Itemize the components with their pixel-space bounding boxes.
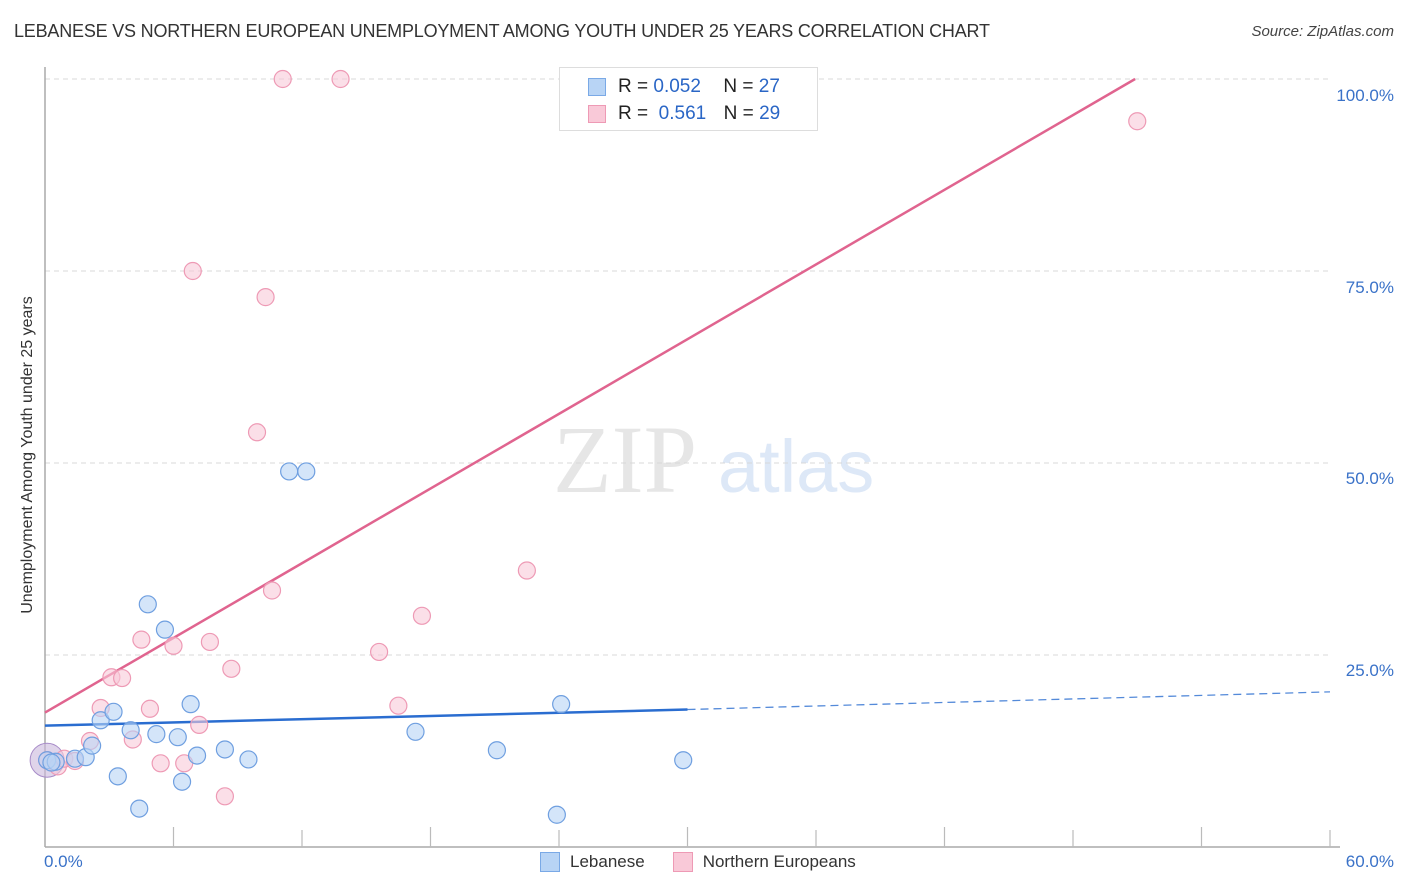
grid-lines <box>45 78 1330 656</box>
northern-europeans-swatch-icon <box>672 852 693 872</box>
legend-label: Northern Europeans <box>702 852 856 871</box>
zipatlas-watermark: ZIP atlas <box>553 406 874 513</box>
x-tick-min: 0.0% <box>44 852 83 871</box>
legend-label: Lebanese <box>570 852 645 871</box>
lebanese-swatch-icon <box>540 852 560 872</box>
n-value: 27 <box>758 76 780 97</box>
legend-item-northern-europeans[interactable]: Northern Europeans <box>672 852 856 872</box>
r-label: R = <box>618 103 649 124</box>
r-value: 0.052 <box>653 76 701 97</box>
northern-europeans-swatch-icon <box>588 105 606 123</box>
y-tick-100: 100.0% <box>1336 86 1394 105</box>
chart-title: LEBANESE VS NORTHERN EUROPEAN UNEMPLOYME… <box>14 21 990 41</box>
r-value: 0.561 <box>658 103 707 124</box>
r-label: R = <box>618 76 649 97</box>
x-tick-max: 60.0% <box>1345 852 1394 871</box>
n-label: N = <box>723 76 754 97</box>
y-axis-label: Unemployment Among Youth under 25 years <box>19 296 36 614</box>
lebanese-swatch-icon <box>588 78 606 96</box>
y-tick-75: 75.0% <box>1345 278 1394 297</box>
source-label: Source: ZipAtlas.com <box>1251 23 1394 40</box>
legend-row-northern-europeans: R = 0.561 N = 29 <box>588 102 780 126</box>
legend-item-lebanese[interactable]: Lebanese <box>540 852 645 872</box>
axes <box>44 67 1340 848</box>
n-value: 29 <box>759 103 781 124</box>
y-tick-50: 50.0% <box>1345 469 1394 488</box>
correlation-legend: R = 0.052 N = 27 R = 0.561 N = 29 <box>559 67 818 131</box>
data-points <box>29 69 1147 824</box>
n-label: N = <box>723 103 754 124</box>
svg-text:atlas: atlas <box>718 425 874 508</box>
series-legend: Lebanese Northern Europeans <box>540 852 884 872</box>
y-tick-25: 25.0% <box>1345 661 1394 680</box>
svg-text:ZIP: ZIP <box>553 406 697 513</box>
legend-row-lebanese: R = 0.052 N = 27 <box>588 75 780 99</box>
trend-lines <box>44 77 1331 727</box>
